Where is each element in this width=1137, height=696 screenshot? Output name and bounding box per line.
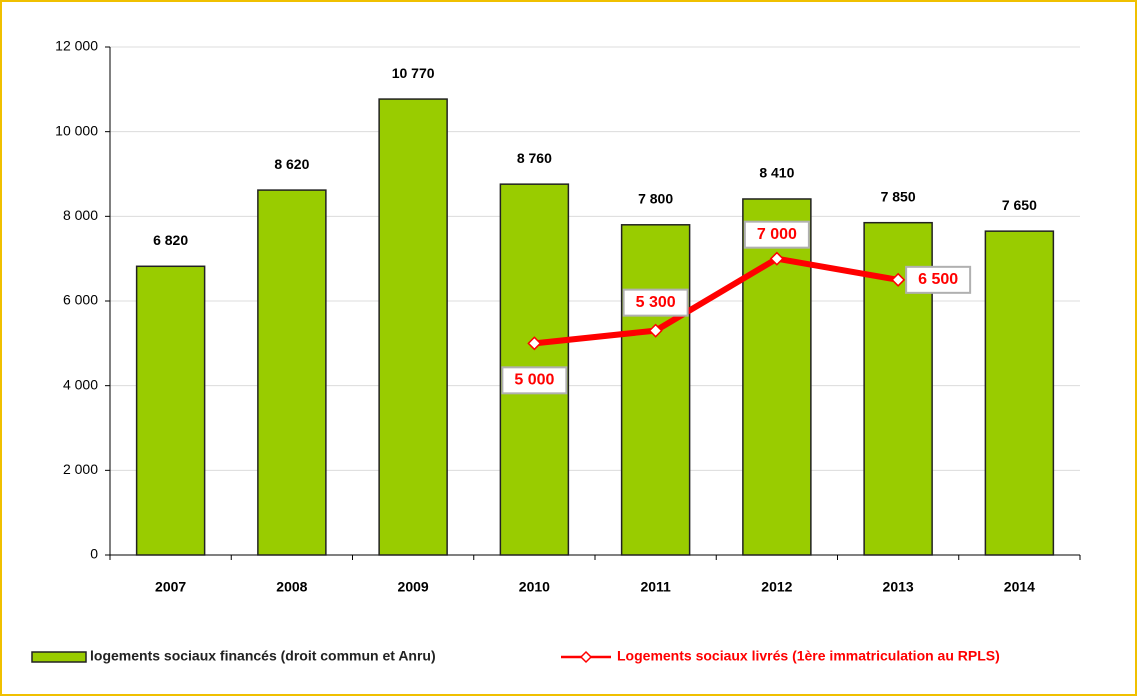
data-label: 6 820 <box>153 232 188 248</box>
line <box>534 255 899 347</box>
legend-label: logements sociaux financés (droit commun… <box>90 648 436 664</box>
data-label-box <box>501 366 568 395</box>
bar <box>135 265 206 556</box>
y-tick-label: 4 000 <box>63 376 98 392</box>
x-tick-label: 2013 <box>883 579 914 595</box>
y-tick-label: 12 000 <box>55 38 98 54</box>
data-label-box <box>743 220 810 249</box>
legend-swatch <box>579 650 593 664</box>
data-label: 7 850 <box>881 188 916 204</box>
legend-label: Logements sociaux livrés (1ère immatricu… <box>617 648 1000 664</box>
data-label: 5 300 <box>636 294 676 311</box>
data-label-box <box>622 288 689 317</box>
data-label: 7 000 <box>757 226 797 243</box>
x-tick-label: 2014 <box>1004 579 1035 595</box>
marker <box>769 251 784 266</box>
data-label: 8 760 <box>517 150 552 166</box>
x-tick-label: 2010 <box>519 579 550 595</box>
y-tick-label: 8 000 <box>63 207 98 223</box>
y-tick-label: 0 <box>90 546 98 562</box>
data-label: 7 800 <box>638 191 673 207</box>
bar <box>620 224 691 556</box>
x-tick-label: 2009 <box>398 579 429 595</box>
legend-swatch <box>31 651 87 663</box>
x-tick-label: 2007 <box>155 579 186 595</box>
x-tick-label: 2011 <box>640 579 671 595</box>
y-tick-label: 10 000 <box>55 122 98 138</box>
data-label: 10 770 <box>392 65 435 81</box>
y-tick-label: 2 000 <box>63 461 98 477</box>
data-label: 7 650 <box>1002 197 1037 213</box>
data-label-box <box>905 265 972 294</box>
x-tick-label: 2012 <box>761 579 792 595</box>
y-tick-label: 6 000 <box>63 292 98 308</box>
marker <box>648 323 663 338</box>
marker <box>891 272 906 287</box>
x-tick-label: 2008 <box>276 579 307 595</box>
data-label: 8 410 <box>759 165 794 181</box>
data-label: 5 000 <box>514 372 554 389</box>
bar <box>984 230 1055 556</box>
data-label: 6 500 <box>918 271 958 288</box>
bar <box>257 189 327 556</box>
data-label: 8 620 <box>274 156 309 172</box>
bar <box>378 98 448 556</box>
marker <box>527 336 542 351</box>
